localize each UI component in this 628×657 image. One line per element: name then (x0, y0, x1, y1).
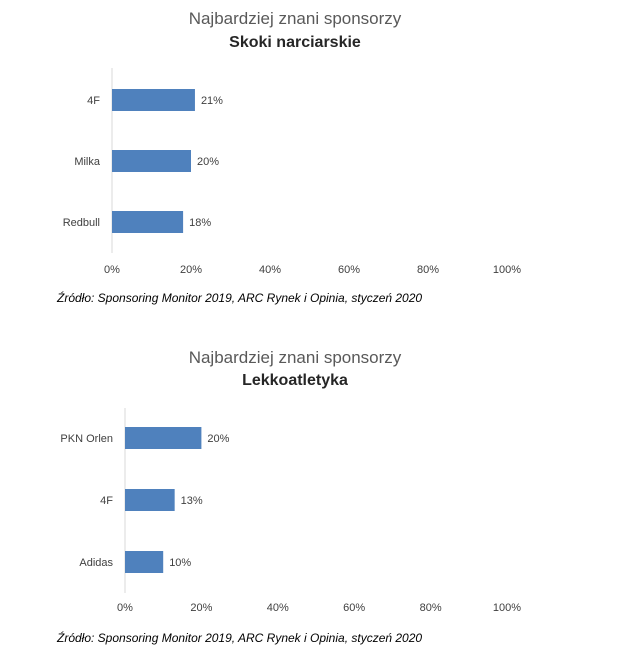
data-label: 21% (201, 95, 223, 107)
data-label: 20% (197, 156, 219, 168)
chart-title: Najbardziej znani sponsorzy (188, 9, 402, 28)
bar (112, 211, 184, 233)
category-label: Redbull (63, 217, 100, 229)
x-tick-label: 60% (343, 602, 365, 614)
x-tick-label: 20% (180, 264, 202, 276)
data-label: 13% (181, 495, 203, 507)
x-tick-label: 100% (493, 602, 521, 614)
chart-subtitle: Lekkoatletyka (242, 372, 348, 389)
category-label: 4F (100, 495, 113, 507)
data-label: 10% (169, 557, 191, 569)
x-tick-label: 40% (259, 264, 281, 276)
x-tick-label: 0% (104, 264, 120, 276)
category-label: Milka (74, 156, 101, 168)
source-note: Źródło: Sponsoring Monitor 2019, ARC Ryn… (57, 291, 423, 305)
x-tick-label: 60% (338, 264, 360, 276)
bar-chart-skoki: 0% 20% 40% 60% 80% 100% 4F 21% Milka 20% Redbull 18… (63, 68, 521, 276)
source-note: Źródło: Sponsoring Monitor 2019, ARC Ryn… (57, 631, 423, 645)
bar (112, 150, 191, 172)
category-label: PKN Orlen (60, 433, 113, 445)
x-tick-label: 0% (117, 602, 133, 614)
chart-title: Najbardziej znani sponsorzy (188, 348, 402, 367)
data-label: 18% (189, 217, 211, 229)
x-tick-label: 80% (417, 264, 439, 276)
x-tick-label: 100% (493, 264, 521, 276)
x-tick-label: 80% (420, 602, 442, 614)
x-tick-label: 20% (190, 602, 212, 614)
bar (125, 489, 175, 511)
bar (125, 427, 202, 449)
category-label: 4F (87, 95, 100, 107)
category-label: Adidas (79, 557, 113, 569)
bar-chart-lekkoatletyka: 0% 20% 40% 60% 80% 100% PKN Orlen 20% 4F 13% Adida… (60, 408, 521, 614)
data-label: 20% (207, 433, 229, 445)
x-tick-label: 40% (267, 602, 289, 614)
bar (112, 89, 195, 111)
bar (125, 551, 164, 573)
chart-subtitle: Skoki narciarskie (229, 34, 361, 51)
